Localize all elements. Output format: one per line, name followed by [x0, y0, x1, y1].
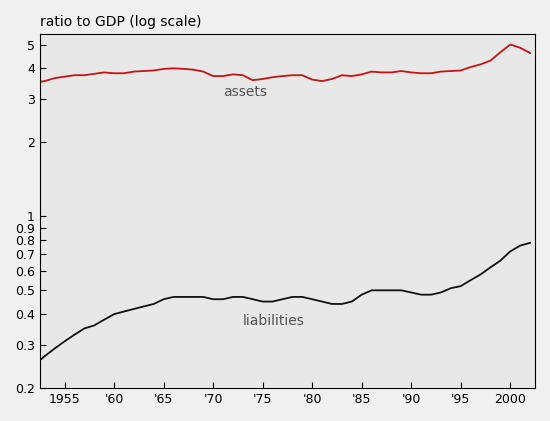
Text: ratio to GDP (log scale): ratio to GDP (log scale)	[40, 15, 201, 29]
Text: liabilities: liabilities	[243, 314, 305, 328]
Text: assets: assets	[223, 85, 267, 99]
